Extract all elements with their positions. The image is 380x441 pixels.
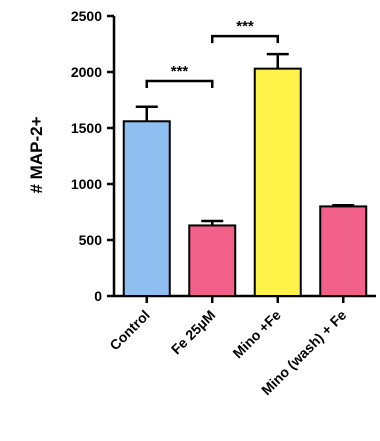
y-tick-label: 2000 (71, 64, 102, 80)
bars (122, 52, 368, 297)
y-axis: 0 500 1000 1500 2000 2500 (71, 8, 116, 304)
x-tick-label: Control (106, 307, 153, 354)
bar (188, 224, 237, 297)
bar (122, 120, 171, 297)
x-tick-label: Mino +Fe (229, 307, 284, 362)
y-tick-label: 500 (79, 232, 103, 248)
y-tick-label: 1000 (71, 176, 102, 192)
y-axis-label: # MAP-2+ (27, 116, 46, 193)
y-tick-label: 2500 (71, 8, 102, 24)
significance-bracket (211, 34, 279, 44)
significance-bracket (145, 79, 214, 88)
significance-label: *** (236, 18, 254, 35)
y-tick-label: 1500 (71, 120, 102, 136)
y-tick-label: 0 (94, 288, 102, 304)
x-tick-label: Fe 25µM (168, 307, 219, 358)
bar (319, 205, 368, 297)
significance-annotations: *** *** (145, 18, 279, 88)
bar (253, 67, 302, 297)
significance-label: *** (171, 63, 189, 80)
